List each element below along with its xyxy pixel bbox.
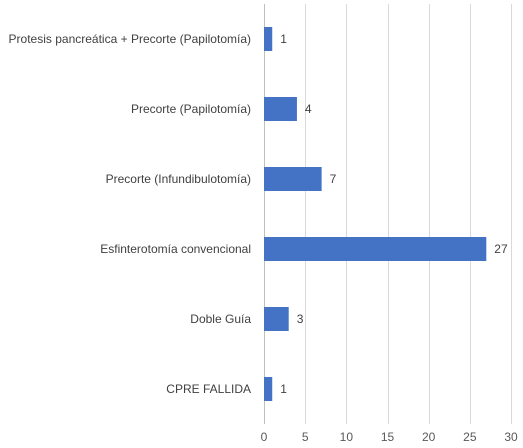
x-tick-label: 15 <box>381 430 395 444</box>
data-label: 7 <box>330 172 337 186</box>
x-tick-label: 20 <box>422 430 436 444</box>
data-label: 27 <box>494 242 508 256</box>
category-label: Precorte (Papilotomía) <box>131 102 251 116</box>
bar <box>264 167 322 191</box>
x-tick-label: 5 <box>302 430 309 444</box>
category-label: CPRE FALLIDA <box>166 382 251 396</box>
bars <box>264 27 487 401</box>
category-label: Esfinterotomía convencional <box>100 242 251 256</box>
bar <box>264 97 297 121</box>
x-tick-label: 25 <box>463 430 477 444</box>
x-tick-label: 10 <box>340 430 354 444</box>
value-labels: 1 4 7 27 3 1 <box>280 32 508 396</box>
data-label: 1 <box>280 382 287 396</box>
bar <box>264 307 289 331</box>
category-label: Doble Guía <box>190 312 251 326</box>
x-tick-label: 30 <box>504 430 518 444</box>
x-tick-label: 0 <box>261 430 268 444</box>
gridlines <box>264 4 512 424</box>
x-tick-labels: 0 5 10 15 20 25 30 <box>261 430 518 444</box>
category-label: Precorte (Infundibulotomía) <box>106 172 251 186</box>
bar <box>264 377 273 401</box>
bar <box>264 237 487 261</box>
data-label: 3 <box>297 312 304 326</box>
category-labels: Protesis pancreática + Precorte (Papilot… <box>9 32 252 396</box>
data-label: 1 <box>280 32 287 46</box>
data-label: 4 <box>305 102 312 116</box>
category-label: Protesis pancreática + Precorte (Papilot… <box>9 32 251 46</box>
bar <box>264 27 273 51</box>
